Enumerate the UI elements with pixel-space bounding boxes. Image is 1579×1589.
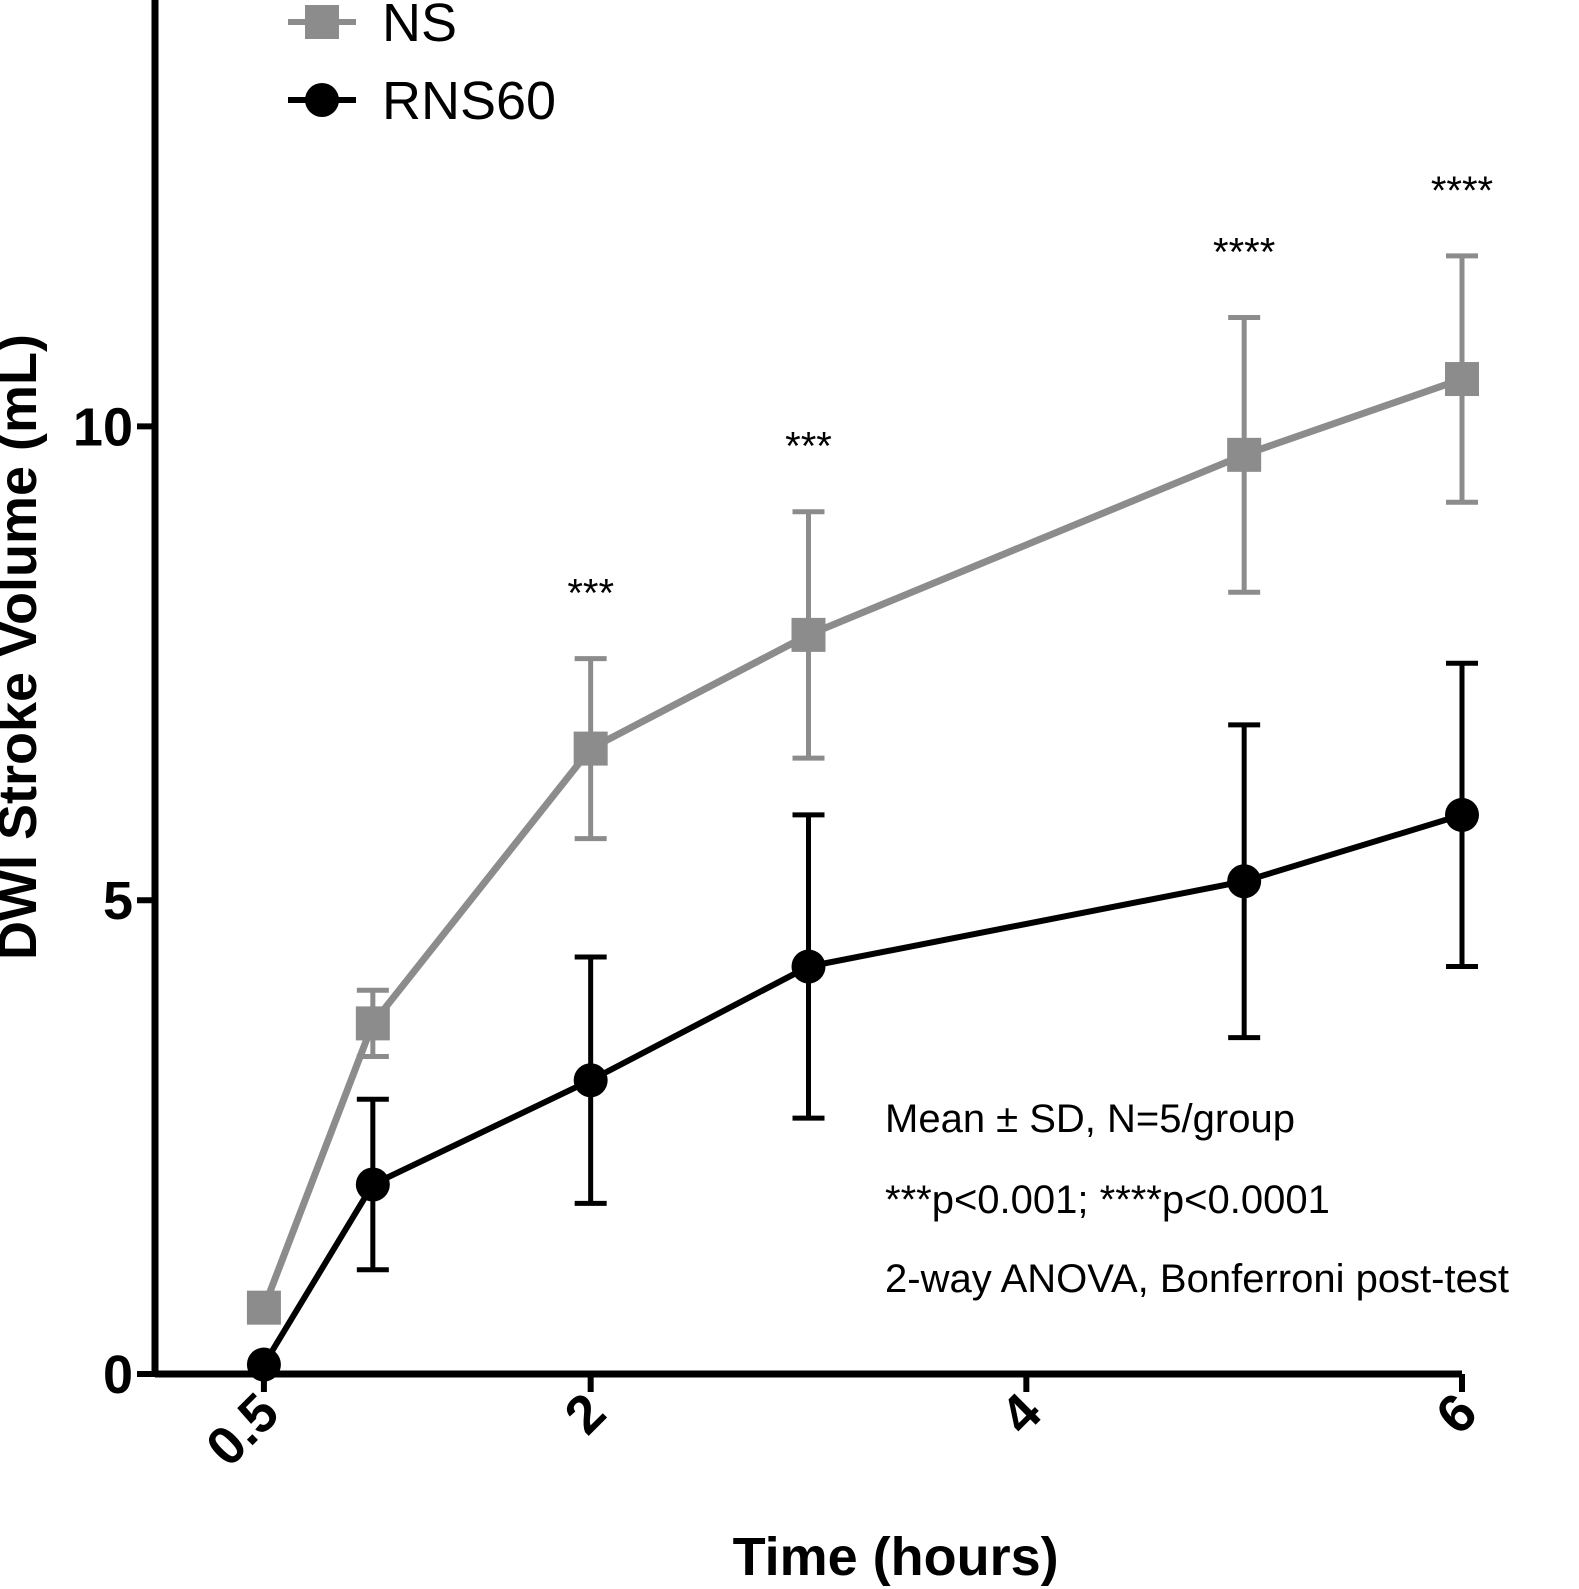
significance-label: *** bbox=[785, 425, 832, 469]
legend-marker bbox=[305, 5, 339, 39]
data-point bbox=[791, 949, 826, 984]
data-point bbox=[355, 1167, 390, 1202]
significance-label: *** bbox=[567, 572, 614, 616]
annotation-text: ***p<0.001; ****p<0.0001 bbox=[885, 1178, 1330, 1222]
x-tick-label: 4 bbox=[989, 1382, 1053, 1446]
y-tick-label: 10 bbox=[73, 397, 133, 457]
legend-marker bbox=[305, 83, 339, 117]
data-point bbox=[355, 1006, 390, 1041]
x-axis-title: Time (hours) bbox=[733, 1527, 1059, 1587]
legend: NS RNS60 bbox=[288, 0, 556, 131]
annotation-text: Mean ± SD, N=5/group bbox=[885, 1097, 1295, 1141]
x-tick-label: 0.5 bbox=[195, 1382, 291, 1478]
significance-label: **** bbox=[1213, 230, 1275, 274]
series-line bbox=[260, 375, 1464, 1309]
legend-label: NS bbox=[382, 0, 457, 53]
data-point bbox=[791, 617, 826, 652]
axes: 0 5 10 0.5 2 4 6 Time (hours) DWI Stroke Volume … bbox=[0, 0, 1488, 1587]
series-rns60 bbox=[246, 660, 1479, 1382]
y-axis-title: DWI Stroke Volume (mL) bbox=[0, 334, 48, 960]
data-point bbox=[573, 1063, 608, 1098]
series-layer bbox=[246, 253, 1479, 1382]
annotation-text: 2-way ANOVA, Bonferroni post-test bbox=[885, 1257, 1509, 1301]
x-tick-label: 2 bbox=[553, 1382, 617, 1446]
data-point bbox=[573, 731, 608, 766]
data-point bbox=[1227, 864, 1262, 899]
data-point bbox=[246, 1347, 281, 1382]
data-point bbox=[1445, 362, 1479, 397]
series-line bbox=[261, 812, 1463, 1367]
data-point bbox=[246, 1290, 281, 1325]
data-point bbox=[1227, 437, 1262, 472]
labels-layer: ************** bbox=[567, 169, 1493, 616]
data-point bbox=[1445, 797, 1479, 832]
significance-label: **** bbox=[1431, 169, 1493, 213]
y-tick-label: 0 bbox=[103, 1345, 133, 1405]
y-tick-label: 5 bbox=[103, 871, 133, 931]
legend-label: RNS60 bbox=[382, 71, 556, 131]
x-tick-label: 6 bbox=[1425, 1382, 1489, 1446]
notes: Mean ± SD, N=5/group ***p<0.001; ****p<0.… bbox=[885, 1097, 1509, 1301]
series-ns bbox=[246, 253, 1479, 1325]
